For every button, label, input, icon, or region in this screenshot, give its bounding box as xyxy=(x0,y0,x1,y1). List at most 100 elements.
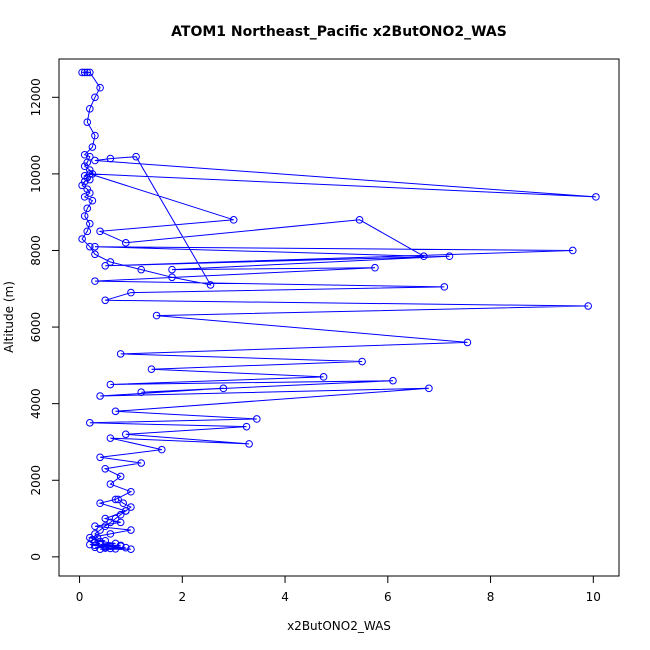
data-point xyxy=(419,252,428,261)
y-tick-label: 0 xyxy=(29,553,43,561)
y-tick-label: 4000 xyxy=(29,388,43,419)
data-point xyxy=(91,530,99,538)
data-point xyxy=(106,258,115,266)
data-point xyxy=(101,514,110,523)
series-line xyxy=(81,71,596,550)
data-point xyxy=(80,177,89,186)
data-point xyxy=(106,434,115,442)
data-point xyxy=(86,242,94,251)
data-point xyxy=(242,422,251,431)
data-point xyxy=(101,296,110,305)
data-point xyxy=(101,544,110,552)
data-point xyxy=(106,154,115,163)
y-tick-label: 12000 xyxy=(29,78,43,116)
data-point xyxy=(252,415,261,423)
data-point xyxy=(91,250,99,259)
data-point xyxy=(157,445,166,454)
data-point xyxy=(121,430,130,439)
data-point xyxy=(127,526,135,534)
data-point xyxy=(168,273,176,282)
x-tick-label: 4 xyxy=(281,590,289,604)
y-axis: 0 2000 4000 6000 8000 10000 12000 xyxy=(29,78,60,561)
data-point xyxy=(106,544,115,553)
data-point xyxy=(86,219,94,228)
data-point xyxy=(86,189,94,197)
data-point xyxy=(86,68,94,77)
data-point xyxy=(96,83,104,92)
data-point xyxy=(101,522,110,531)
data-point xyxy=(101,262,110,270)
data-point xyxy=(121,543,130,552)
data-point xyxy=(463,338,472,347)
data-point xyxy=(96,499,104,508)
x-tick-label: 0 xyxy=(76,590,84,604)
data-point xyxy=(116,541,125,550)
data-point xyxy=(93,533,102,542)
data-point xyxy=(86,166,94,174)
series-layer xyxy=(78,68,600,553)
data-point xyxy=(96,526,104,534)
data-point xyxy=(86,419,94,427)
data-point xyxy=(116,510,125,519)
data-point xyxy=(83,227,92,236)
data-point xyxy=(101,464,110,473)
data-point xyxy=(147,365,156,374)
data-point xyxy=(96,392,104,400)
data-point xyxy=(111,495,120,504)
y-tick-label: 10000 xyxy=(29,155,43,193)
data-point xyxy=(106,518,115,527)
data-point xyxy=(91,522,99,531)
data-point xyxy=(83,158,92,167)
data-point xyxy=(106,380,115,389)
x-tick-label: 8 xyxy=(487,590,495,604)
data-point xyxy=(371,263,379,272)
data-point xyxy=(152,311,161,320)
data-point xyxy=(445,252,454,261)
data-point xyxy=(121,239,130,247)
data-point xyxy=(111,407,120,416)
data-point xyxy=(132,152,140,161)
data-point xyxy=(88,196,97,205)
data-point xyxy=(245,440,253,448)
data-point xyxy=(137,265,146,274)
data-point xyxy=(101,536,110,545)
data-point xyxy=(206,281,215,289)
data-point xyxy=(116,472,125,481)
data-point xyxy=(127,545,135,553)
data-point xyxy=(80,162,89,171)
data-point xyxy=(137,459,146,467)
y-tick-label: 6000 xyxy=(29,312,43,343)
data-point xyxy=(78,181,86,190)
data-point xyxy=(116,518,125,527)
data-point xyxy=(114,495,122,504)
plot-frame xyxy=(58,58,620,577)
data-point xyxy=(440,283,449,291)
data-point xyxy=(106,480,115,488)
data-point xyxy=(319,373,328,381)
data-point xyxy=(86,175,94,184)
y-axis-label: Altitude (m) xyxy=(2,281,16,353)
data-point xyxy=(358,357,366,366)
data-point xyxy=(355,216,364,224)
data-point xyxy=(86,104,94,113)
y-tick-label: 2000 xyxy=(29,465,43,496)
data-point xyxy=(91,538,99,547)
data-point xyxy=(80,193,89,201)
data-point xyxy=(80,212,89,220)
data-point xyxy=(116,350,125,358)
data-point xyxy=(584,302,592,310)
y-tick-label: 8000 xyxy=(29,235,43,266)
data-point xyxy=(91,131,99,140)
data-point xyxy=(119,499,128,508)
data-point xyxy=(91,156,99,165)
data-point xyxy=(78,235,86,243)
data-point xyxy=(83,118,92,126)
data-point xyxy=(96,227,104,236)
data-point xyxy=(106,530,115,538)
data-point xyxy=(568,246,577,255)
data-point xyxy=(88,143,97,151)
data-point xyxy=(86,170,94,178)
x-tick-label: 2 xyxy=(178,590,186,604)
data-point xyxy=(83,68,92,77)
